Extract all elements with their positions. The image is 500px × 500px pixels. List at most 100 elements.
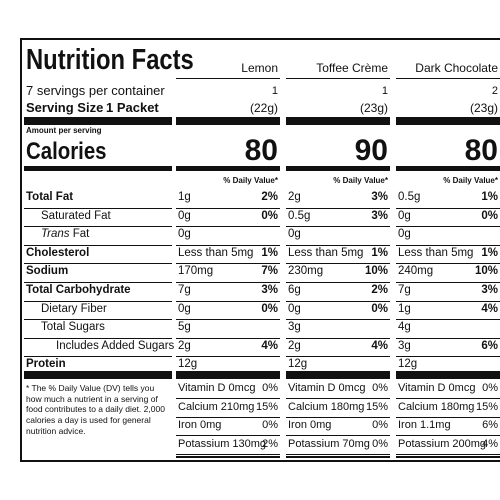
column-rule [396,78,500,79]
row-label-text: Total Carbohydrate [26,284,131,296]
column-thick-bar [396,371,500,379]
column-row-rule [286,263,390,265]
vitamin-amount: Vitamin D 0mcg [178,382,256,394]
row-amount: 0.5g [398,191,421,203]
row-dv: 2% [371,284,388,296]
left-row-rule [24,244,172,246]
vitamin-amount: Calcium 180mg [288,400,365,413]
vitamin-rule [286,435,390,437]
column-row-rule [286,226,390,228]
column-calories: 80 [244,134,278,167]
row-amount: 7g [178,284,191,296]
vitamin-rule [396,416,500,418]
vitamin-amount: Potassium 200mg [398,437,487,450]
column-row-rule [176,263,280,265]
amount-per-serving: Amount per serving [26,126,102,135]
column-thick-bar [176,371,280,379]
column-row-rule [396,207,500,209]
vitamin-rule [176,453,280,455]
row-amount: 0g [178,228,191,241]
row-amount: 2g [178,339,191,352]
vitamin-rule [176,435,280,437]
row-amount: 5g [178,321,191,334]
row-dv: 0% [481,209,498,222]
vitamin-dv: 0% [372,419,388,432]
vitamin-rule [286,416,390,418]
row-dv: 1% [481,246,498,259]
row-dv: 6% [481,339,498,352]
row-label: Protein [26,359,66,371]
vitamin-dv: 0% [482,382,498,394]
row-dv: 3% [371,191,388,203]
vitamin-amount: Potassium 70mg [288,437,370,450]
row-dv: 3% [371,209,388,222]
column-row-rule [286,337,390,339]
calories-label: Calories [26,138,107,165]
row-dv: 0% [371,302,388,315]
column-row-rule [396,337,500,339]
vitamin-dv: 0% [262,382,278,394]
row-dv: 4% [371,339,388,352]
column-row-rule [176,356,280,358]
column-row-rule [396,244,500,246]
column-bottom-rule [286,456,390,458]
column-row-rule [286,319,390,321]
row-amount: 6g [288,284,301,296]
row-dv: 10% [474,265,498,278]
column-servings: 1 [381,85,388,97]
column-medium-bar [396,166,500,171]
vitamin-amount: Vitamin D 0mcg [398,382,476,394]
row-label: Total Fat [26,191,73,204]
row-dv: 0% [261,209,278,222]
vitamin-amount: Iron 0mg [178,419,222,432]
vitamin-rule [396,435,500,437]
row-dv: 4% [261,339,278,352]
row-label: Trans Fat [41,228,89,241]
row-amount: 7g [398,284,411,296]
row-amount: 3g [398,339,411,352]
column-medium-bar [286,166,390,171]
row-label-text: Saturated Fat [41,209,111,222]
left-row-rule [24,207,172,209]
row-amount: 0g [398,228,411,241]
column-thick-bar [176,117,280,125]
column-row-rule [396,282,500,283]
column-thick-bar [396,117,500,125]
column-row-rule [176,226,280,228]
row-amount: 0g [288,228,301,241]
row-label-text: Total Sugars [41,321,105,334]
column-calories: 90 [354,134,388,167]
left-row-rule [24,226,172,228]
left-row-rule [24,282,172,283]
vitamin-amount: Iron 1.1mg [398,419,451,432]
column-servings: 1 [271,85,278,97]
row-label: Saturated Fat [41,209,111,223]
left-row-rule [24,300,172,302]
row-amount: 240mg [398,265,434,278]
column-row-rule [176,300,280,302]
column-row-rule [286,244,390,246]
row-dv: 1% [261,246,278,259]
column-row-rule [396,356,500,358]
vitamin-amount: Iron 0mg [288,419,332,432]
servings: 7 servings per container [26,83,165,98]
column-serving-grams: (22g) [249,101,278,115]
column-bottom-rule [396,456,500,458]
row-amount: 2g [288,339,301,352]
left-row-rule [24,337,172,339]
column-row-rule [176,244,280,246]
column-row-rule [176,207,280,209]
row-amount: Less than 5mg [288,246,364,259]
serving-size-label: Serving Size [26,100,104,115]
dv-header: % Daily Value* [443,176,498,185]
column-rule [286,78,390,79]
column-servings: 2 [491,85,498,97]
row-label-text: Protein [26,358,66,371]
vitamin-rule [286,453,390,455]
row-dv: 10% [364,265,388,278]
row-amount: Less than 5mg [398,246,474,259]
row-label: Cholesterol [26,247,89,260]
row-amount: 1g [398,302,411,315]
row-amount: 0g [178,302,191,315]
